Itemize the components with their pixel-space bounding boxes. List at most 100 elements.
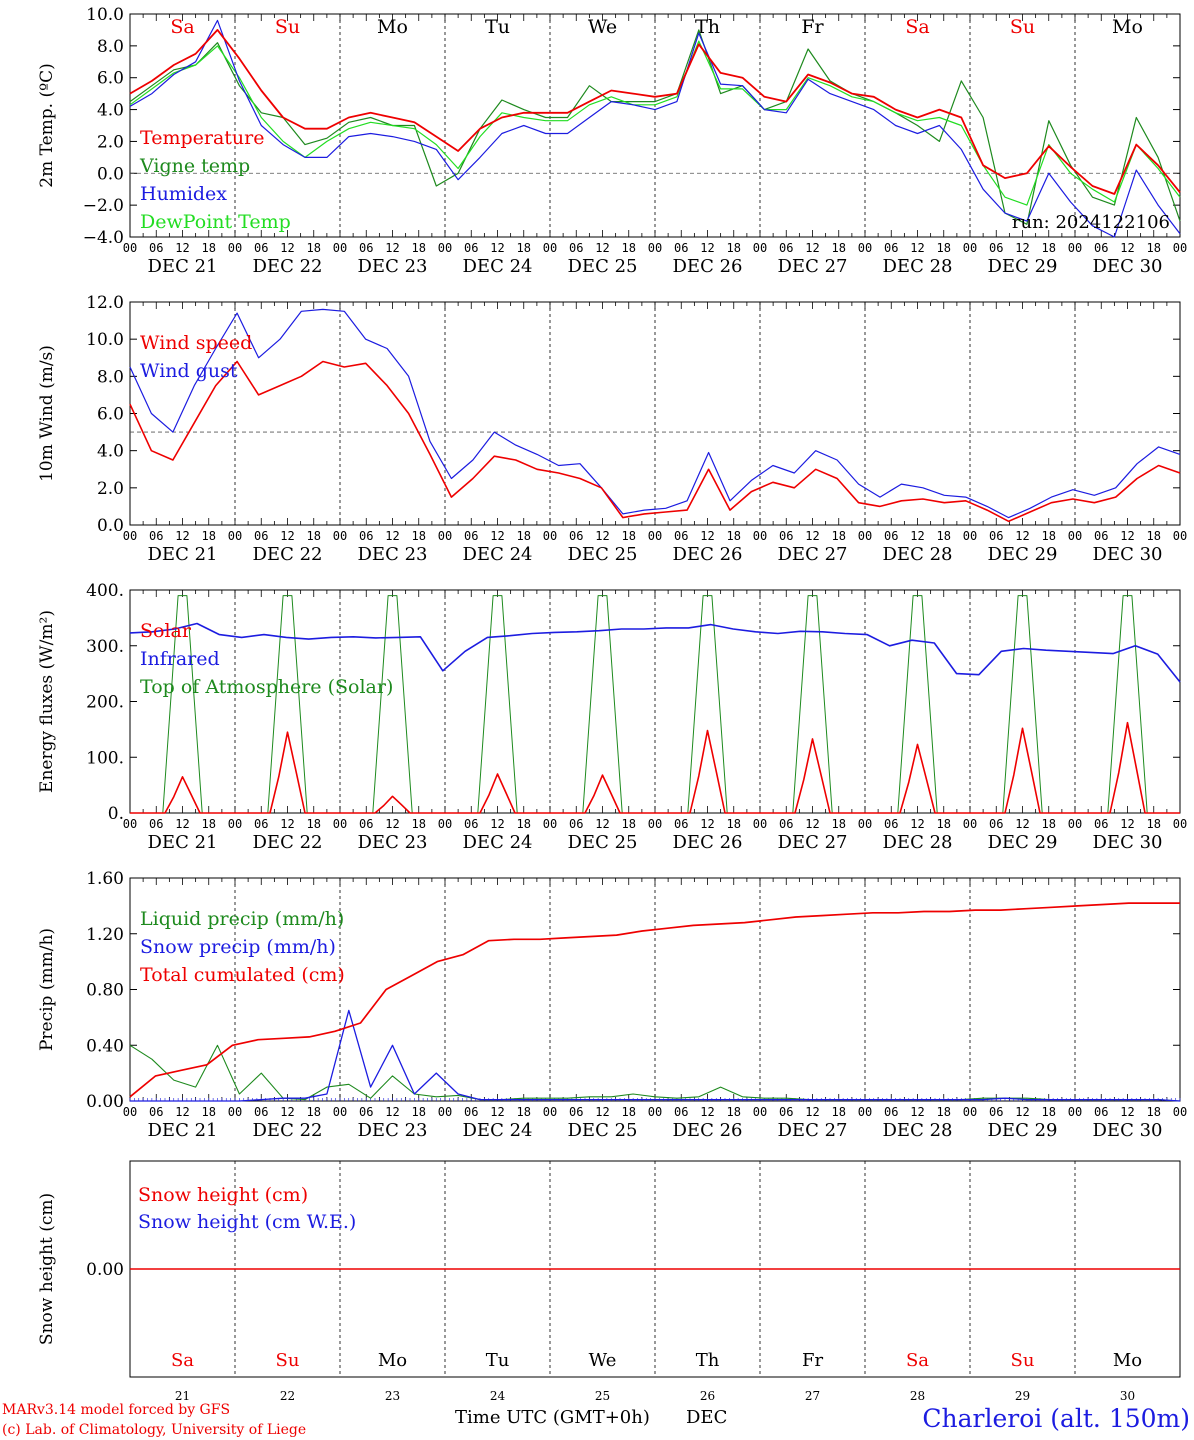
hour-tick-label: 06 [1094,241,1108,255]
hour-tick-label: 06 [1094,1105,1108,1119]
series-line-total-cumulated [129,902,1180,1098]
hour-tick-label: 06 [674,241,688,255]
hour-tick-label: 00 [858,1105,872,1119]
hour-tick-label: 06 [989,529,1003,543]
hour-tick-label: 06 [779,1105,793,1119]
panel-frame [129,301,1181,526]
weekday-label: Th [695,16,720,38]
hour-tick-label: 00 [648,1105,662,1119]
hour-tick-label: 06 [569,817,583,831]
date-label: DEC 28 [883,832,953,853]
copyright-credit: (c) Lab. of Climatology, University of L… [2,1422,306,1438]
weekday-label: Sa [906,1350,929,1371]
date-label: DEC 22 [253,256,323,277]
hour-tick-label: 18 [937,817,951,831]
y-tick-label: 4.0 [97,442,124,462]
hour-tick-label: 00 [333,817,347,831]
hour-tick-label: 06 [989,1105,1003,1119]
location-title: Charleroi (alt. 150m) [922,1404,1190,1433]
hour-tick-label: 00 [753,1105,767,1119]
hour-tick-label: 18 [517,529,531,543]
y-axis-label: Snow height (cm) [37,1193,57,1345]
date-label: DEC 28 [883,544,953,565]
hour-tick-label: 00 [228,241,242,255]
hour-tick-label: 18 [1042,1105,1056,1119]
hour-tick-label: 00 [1068,529,1082,543]
hour-tick-label: 18 [937,241,951,255]
hour-tick-label: 18 [412,817,426,831]
hour-tick-label: 18 [622,1105,636,1119]
hour-tick-label: 12 [1015,241,1029,255]
hour-tick-label: 18 [937,1105,951,1119]
panel-frame [129,589,1181,814]
hour-tick-label: 12 [805,241,819,255]
date-label: DEC 23 [358,1120,428,1141]
hour-tick-label: 12 [700,529,714,543]
day-number-label: 30 [1120,1389,1135,1403]
hour-tick-label: 12 [385,529,399,543]
hour-tick-label: 18 [1147,241,1161,255]
y-tick-label: 0.0 [97,516,124,536]
legend-snow-precip-mm-h: Snow precip (mm/h) [140,936,336,958]
hour-tick-label: 18 [727,817,741,831]
hour-tick-label: 12 [910,529,924,543]
day-number-label: 25 [595,1389,610,1403]
hour-tick-label: 12 [910,241,924,255]
hour-tick-label: 00 [333,529,347,543]
hour-tick-label: 18 [307,1105,321,1119]
hour-tick-label: 06 [989,817,1003,831]
legend-infrared: Infrared [140,648,220,670]
hour-tick-label: 00 [858,817,872,831]
hour-tick-label: 12 [280,241,294,255]
hour-tick-label: 00 [228,529,242,543]
hour-tick-label: 12 [490,817,504,831]
hour-tick-label: 00 [333,1105,347,1119]
hour-tick-label: 18 [622,241,636,255]
hour-tick-label: 00 [123,1105,137,1119]
hour-tick-label: 06 [569,1105,583,1119]
hour-tick-label: 18 [1147,1105,1161,1119]
hour-tick-label: 12 [595,241,609,255]
date-label: DEC 26 [673,544,743,565]
hour-tick-label: 18 [202,529,216,543]
hour-tick-label: 18 [307,817,321,831]
hour-tick-label: 18 [1042,241,1056,255]
date-label: DEC 28 [883,256,953,277]
hour-tick-label: 06 [674,817,688,831]
hour-tick-label: 18 [622,817,636,831]
hour-tick-label: 12 [910,817,924,831]
y-tick-label: 300. [86,637,124,657]
series-line-infrared [129,622,1181,683]
y-tick-label: 10.0 [86,5,124,25]
y-tick-label: 100. [86,748,124,768]
y-tick-label: 0.0 [97,164,124,184]
hour-tick-label: 00 [963,241,977,255]
hour-tick-label: 18 [832,241,846,255]
day-number-label: 28 [910,1389,925,1403]
hour-tick-label: 06 [674,529,688,543]
date-label: DEC 26 [673,1120,743,1141]
hour-tick-label: 00 [543,529,557,543]
date-label: DEC 22 [253,832,323,853]
hour-tick-label: 06 [464,241,478,255]
legend-total-cumulated-cm: Total cumulated (cm) [140,964,345,986]
hour-tick-label: 00 [438,529,452,543]
date-label: DEC 23 [358,544,428,565]
hour-tick-label: 18 [307,241,321,255]
hour-tick-label: 18 [412,529,426,543]
hour-tick-label: 12 [1015,1105,1029,1119]
hour-tick-label: 18 [727,1105,741,1119]
hour-tick-label: 12 [595,1105,609,1119]
series-line-humidex [129,19,1181,238]
date-label: DEC 28 [883,1120,953,1141]
hour-tick-label: 12 [595,817,609,831]
hour-tick-label: 12 [490,241,504,255]
hour-tick-label: 18 [517,1105,531,1119]
legend-snow-height-cm: Snow height (cm) [138,1184,308,1206]
y-tick-label: 6.0 [97,69,124,89]
date-label: DEC 23 [358,832,428,853]
date-label: DEC 30 [1093,544,1163,565]
hour-tick-label: 06 [359,1105,373,1119]
hour-tick-label: 18 [517,817,531,831]
